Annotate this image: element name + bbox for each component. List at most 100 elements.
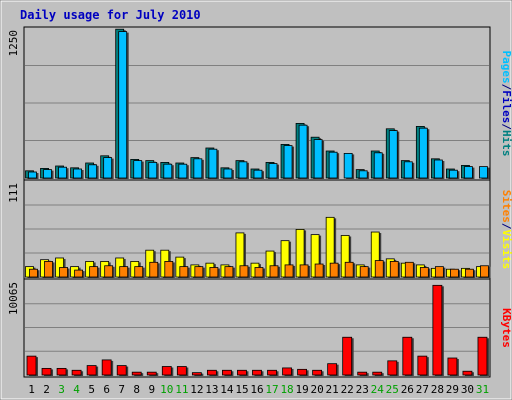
bar-sites-day-9 xyxy=(149,261,159,278)
panel-top-legend: Pages/Files/Hits xyxy=(500,51,512,157)
bar-sites-day-4 xyxy=(74,269,83,278)
bar-files-day-6 xyxy=(103,157,113,179)
x-tick-label-day-25: 25 xyxy=(386,383,399,396)
legend-entry-pages: Pages xyxy=(500,51,512,84)
bar-kbytes-day-8 xyxy=(131,371,142,376)
x-tick-label-day-30: 30 xyxy=(461,383,474,396)
bar-files-day-30 xyxy=(464,166,473,179)
bar-kbytes-day-23 xyxy=(357,371,368,376)
bar-sites-day-25 xyxy=(389,261,399,278)
x-tick-label-day-23: 23 xyxy=(356,383,369,396)
bar-files-day-31 xyxy=(479,166,488,179)
bar-kbytes-day-21 xyxy=(327,363,338,376)
x-tick-label-day-31: 31 xyxy=(476,383,489,396)
panel-middle-legend: Sites/Visits xyxy=(500,190,512,270)
bar-kbytes-day-2 xyxy=(41,367,52,376)
bar-files-day-14 xyxy=(223,168,233,179)
legend-entry-slash: / xyxy=(500,84,512,91)
bar-sites-day-24 xyxy=(374,260,384,278)
bar-sites-day-22 xyxy=(344,261,354,278)
bar-files-day-16 xyxy=(253,169,263,179)
x-tick-label-day-26: 26 xyxy=(401,383,414,396)
x-tick-label-day-5: 5 xyxy=(88,383,95,396)
x-tick-label-day-9: 9 xyxy=(148,383,155,396)
bar-kbytes-day-31 xyxy=(477,336,488,376)
bar-sites-day-26 xyxy=(404,261,414,278)
bar-kbytes-day-5 xyxy=(86,365,97,376)
bar-files-day-29 xyxy=(449,169,458,179)
legend-entry-slash: / xyxy=(500,123,512,130)
bar-sites-day-3 xyxy=(59,267,68,278)
legend-entry-slash: / xyxy=(500,223,512,230)
bar-sites-day-6 xyxy=(104,265,114,278)
bar-kbytes-day-28 xyxy=(432,284,443,376)
bar-files-day-23 xyxy=(358,170,368,179)
bar-files-day-24 xyxy=(373,152,383,179)
bar-sites-day-12 xyxy=(194,266,204,278)
bar-files-day-19 xyxy=(298,124,308,179)
bar-files-day-9 xyxy=(148,161,158,179)
bar-sites-day-23 xyxy=(359,266,369,278)
bar-files-day-17 xyxy=(268,163,278,179)
x-tick-label-day-24: 24 xyxy=(371,383,385,396)
panel-top: 1250 Pages/Files/Hits xyxy=(7,26,512,181)
x-tick-label-day-22: 22 xyxy=(341,383,354,396)
bar-kbytes-day-22 xyxy=(342,336,353,376)
bar-sites-day-11 xyxy=(179,266,189,278)
x-tick-label-day-20: 20 xyxy=(311,383,324,396)
bar-sites-day-30 xyxy=(465,268,474,278)
bar-kbytes-day-18 xyxy=(282,367,292,376)
x-tick-label-day-29: 29 xyxy=(446,383,459,396)
bar-sites-day-18 xyxy=(284,264,294,278)
bar-kbytes-day-10 xyxy=(161,366,172,376)
x-tick-label-day-4: 4 xyxy=(73,383,80,396)
chart-title: Daily usage for July 2010 xyxy=(20,8,201,22)
bar-files-day-8 xyxy=(133,160,143,179)
bar-kbytes-day-6 xyxy=(101,359,112,376)
x-tick-label-day-21: 21 xyxy=(326,383,339,396)
x-tick-label-day-16: 16 xyxy=(250,383,263,396)
bar-kbytes-day-29 xyxy=(447,357,458,376)
legend-entry-hits: Hits xyxy=(500,130,512,157)
x-axis: 1 2 3 4 5 6 7 8 9 10 11 12 13 14 15 16 17 18 19 20 21 22 23 24 2… xyxy=(28,383,489,396)
bar-kbytes-day-30 xyxy=(462,370,473,376)
x-tick-label-day-11: 11 xyxy=(175,383,188,396)
x-tick-label-day-2: 2 xyxy=(43,383,50,396)
x-tick-label-day-14: 14 xyxy=(220,383,234,396)
panel-middle-max-label: 111 xyxy=(7,183,20,203)
bar-kbytes-day-3 xyxy=(56,367,67,376)
bar-kbytes-day-26 xyxy=(402,336,413,376)
bar-files-day-25 xyxy=(388,130,398,179)
bar-kbytes-day-7 xyxy=(116,365,127,376)
x-tick-label-day-17: 17 xyxy=(265,383,278,396)
x-tick-label-day-6: 6 xyxy=(103,383,110,396)
x-tick-label-day-28: 28 xyxy=(431,383,444,396)
panel-top-max-label: 1250 xyxy=(7,30,20,57)
bar-kbytes-day-25 xyxy=(387,360,398,376)
bar-files-day-5 xyxy=(88,164,98,179)
x-tick-label-day-19: 19 xyxy=(295,383,308,396)
bar-files-day-13 xyxy=(208,148,218,179)
bar-files-day-15 xyxy=(238,161,248,179)
x-tick-label-day-27: 27 xyxy=(416,383,429,396)
bar-files-day-21 xyxy=(328,151,338,179)
bar-files-day-7 xyxy=(118,31,128,179)
bar-kbytes-day-24 xyxy=(372,371,383,376)
x-tick-label-day-18: 18 xyxy=(280,383,293,396)
bar-kbytes-day-9 xyxy=(146,371,157,376)
bar-kbytes-day-12 xyxy=(191,372,202,376)
bar-kbytes-day-17 xyxy=(267,369,277,376)
bar-kbytes-day-16 xyxy=(252,369,262,376)
bar-kbytes-day-4 xyxy=(71,369,82,376)
bar-sites-day-13 xyxy=(209,267,219,278)
bar-kbytes-day-11 xyxy=(176,366,187,376)
bar-files-day-18 xyxy=(283,145,293,179)
panel-bottom-legend: KBytes xyxy=(500,308,512,348)
legend-entry-sites: Sites xyxy=(500,190,512,223)
bar-sites-day-16 xyxy=(254,267,264,278)
bar-sites-day-10 xyxy=(164,261,174,278)
bar-files-day-26 xyxy=(403,161,413,179)
